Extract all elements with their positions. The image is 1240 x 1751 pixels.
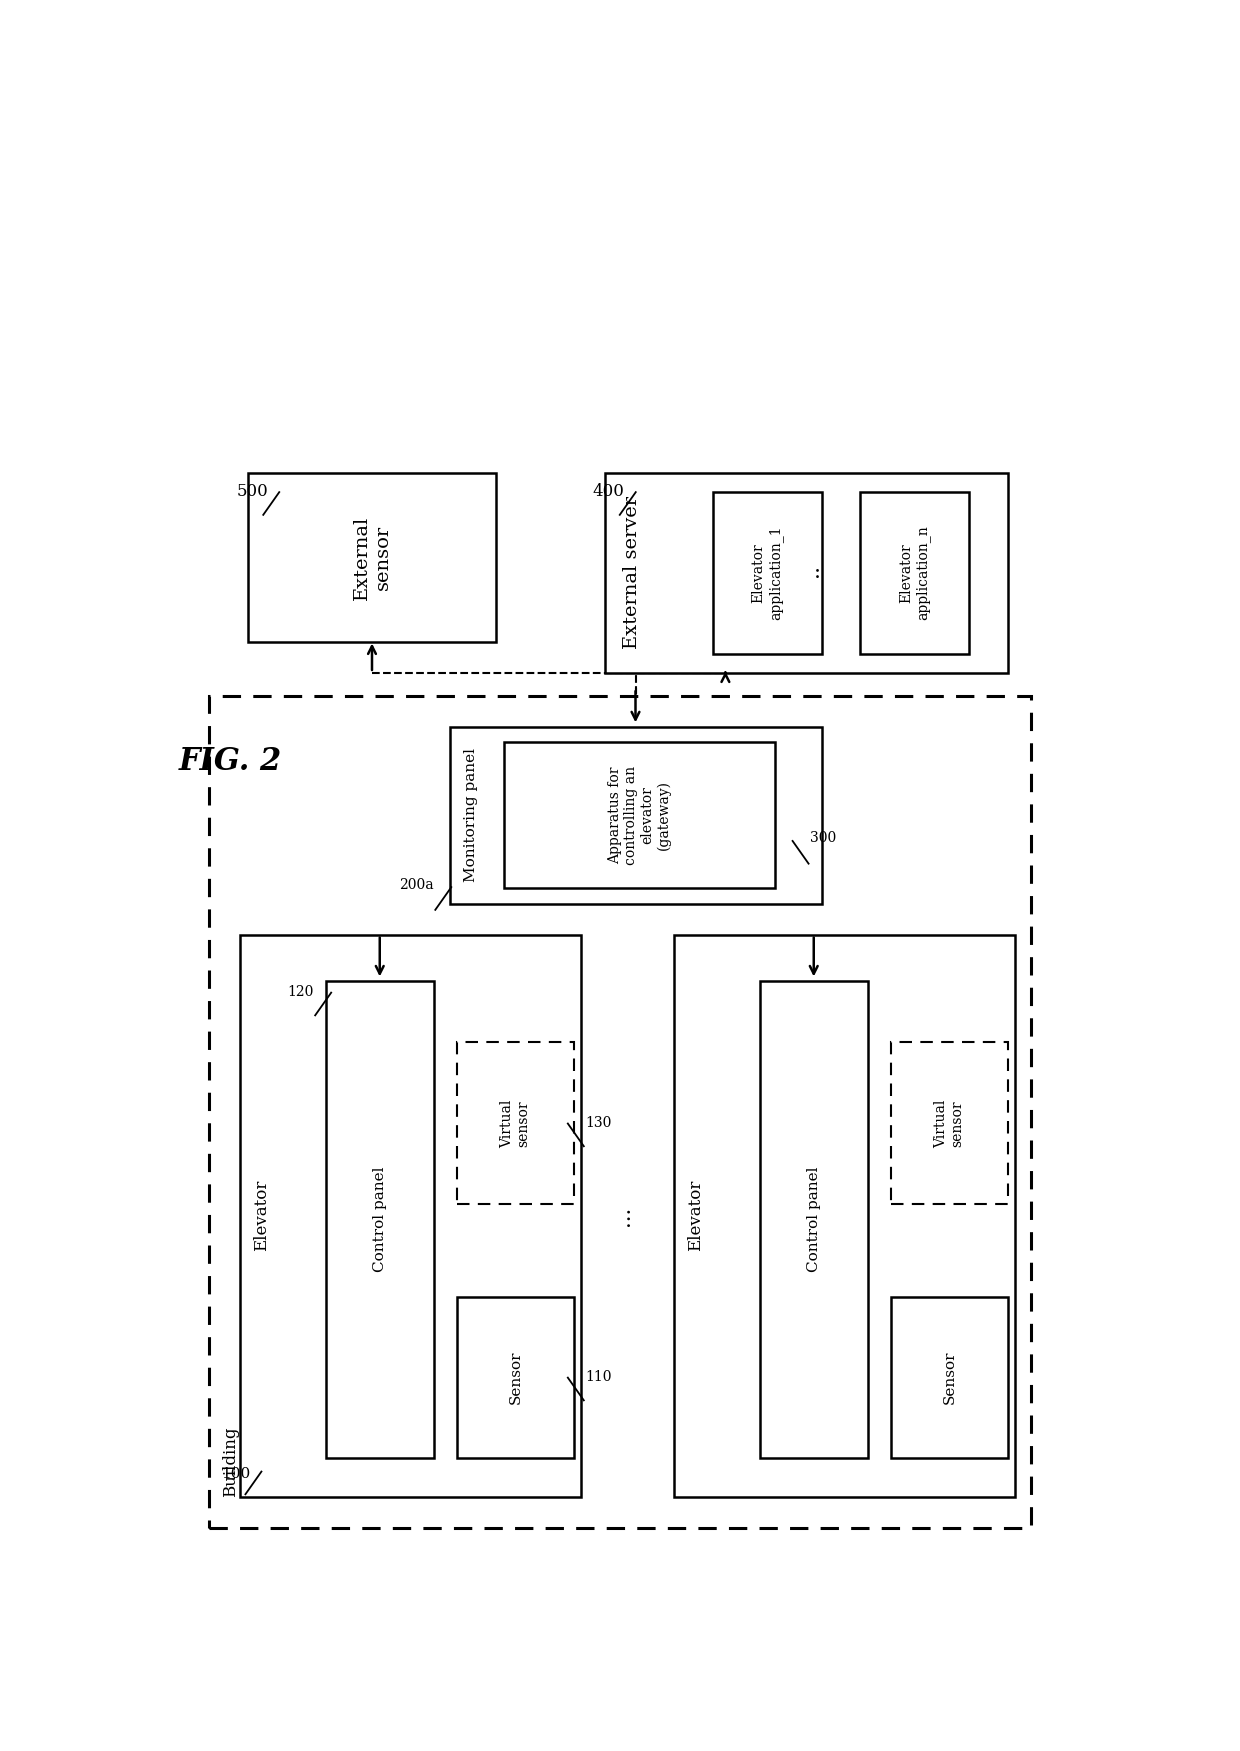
Bar xyxy=(248,473,496,643)
Bar xyxy=(892,1296,1007,1459)
Bar xyxy=(713,492,821,653)
Bar xyxy=(210,695,1030,1527)
Bar xyxy=(892,1042,1007,1205)
Text: Sensor: Sensor xyxy=(942,1350,956,1404)
Text: 130: 130 xyxy=(585,1117,611,1131)
Text: 100: 100 xyxy=(221,1467,250,1481)
Text: Sensor: Sensor xyxy=(508,1350,522,1404)
Bar xyxy=(675,935,1016,1497)
Text: 400: 400 xyxy=(593,483,625,501)
Bar xyxy=(503,742,775,888)
Text: External
sensor: External sensor xyxy=(352,515,392,599)
Text: Monitoring panel: Monitoring panel xyxy=(464,748,479,883)
Bar xyxy=(861,492,968,653)
Text: Elevator
application_n: Elevator application_n xyxy=(899,525,930,620)
Text: FIG. 2: FIG. 2 xyxy=(179,746,281,777)
Text: Virtual
sensor: Virtual sensor xyxy=(500,1100,531,1147)
Bar xyxy=(449,727,821,904)
Text: 300: 300 xyxy=(810,832,836,846)
Text: :: : xyxy=(815,564,821,583)
Text: Control panel: Control panel xyxy=(807,1166,821,1273)
Text: 200a: 200a xyxy=(399,877,434,891)
Text: Elevator: Elevator xyxy=(253,1180,270,1252)
Text: Control panel: Control panel xyxy=(373,1166,387,1273)
Text: 110: 110 xyxy=(585,1371,611,1385)
Bar xyxy=(605,473,1007,672)
Bar xyxy=(325,981,434,1459)
Text: Virtual
sensor: Virtual sensor xyxy=(934,1100,965,1147)
Text: Elevator: Elevator xyxy=(687,1180,704,1252)
Bar xyxy=(458,1296,573,1459)
Bar xyxy=(241,935,582,1497)
Text: 500: 500 xyxy=(237,483,268,501)
Text: Elevator
application_1: Elevator application_1 xyxy=(751,525,782,620)
Text: ...: ... xyxy=(614,1206,634,1226)
Bar xyxy=(458,1042,573,1205)
Text: 120: 120 xyxy=(288,986,314,1000)
Text: Apparatus for
controlling an
elevator
(gateway): Apparatus for controlling an elevator (g… xyxy=(608,765,671,865)
Text: External server: External server xyxy=(622,496,641,650)
Text: Building: Building xyxy=(222,1427,239,1497)
Bar xyxy=(759,981,868,1459)
